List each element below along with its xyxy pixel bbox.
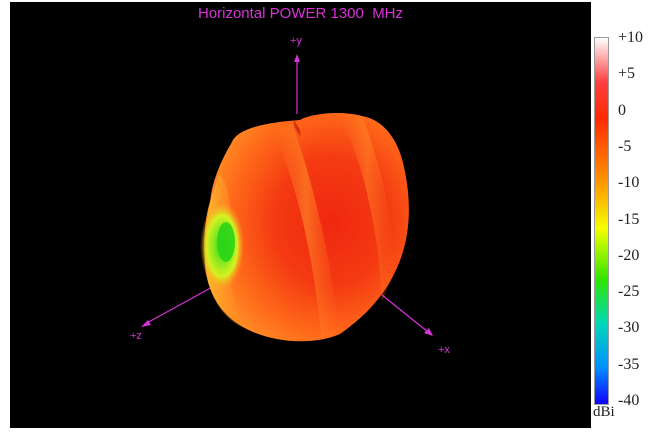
z-axis-label: +z (130, 330, 142, 342)
radiation-pattern-surface (200, 113, 409, 342)
colorbar-tick-label: 0 (618, 102, 626, 119)
y-axis-label: +y (290, 35, 302, 47)
x-axis-arrow (424, 328, 433, 336)
colorbar-tick-label: -25 (618, 283, 640, 300)
colorbar-tick-label: -35 (618, 356, 640, 373)
colorbar-tick-label: -30 (618, 319, 640, 336)
colorbar-tick-label: -20 (618, 247, 640, 264)
colorbar-scale (594, 37, 609, 405)
colorbar-tick-label: +10 (618, 29, 644, 46)
plot-title: Horizontal POWER 1300 MHz (197, 5, 404, 22)
colorbar-tick-label: +5 (618, 65, 636, 82)
colorbar-tick-label: -5 (618, 138, 632, 155)
y-axis-arrow (294, 54, 300, 62)
z-axis-arrow (141, 320, 151, 327)
colorbar-unit-label: dBi (593, 404, 615, 420)
3d-viewport[interactable]: Horizontal POWER 1300 MHz (10, 2, 591, 428)
x-axis-label: +x (438, 344, 450, 356)
colorbar-tick-label: -40 (618, 392, 640, 409)
x-axis-line (381, 294, 429, 333)
colorbar-tick-label: -15 (618, 211, 640, 228)
radiation-pattern-scene: +y +z +x (130, 35, 450, 356)
colorbar-tick-label: -10 (618, 174, 640, 191)
